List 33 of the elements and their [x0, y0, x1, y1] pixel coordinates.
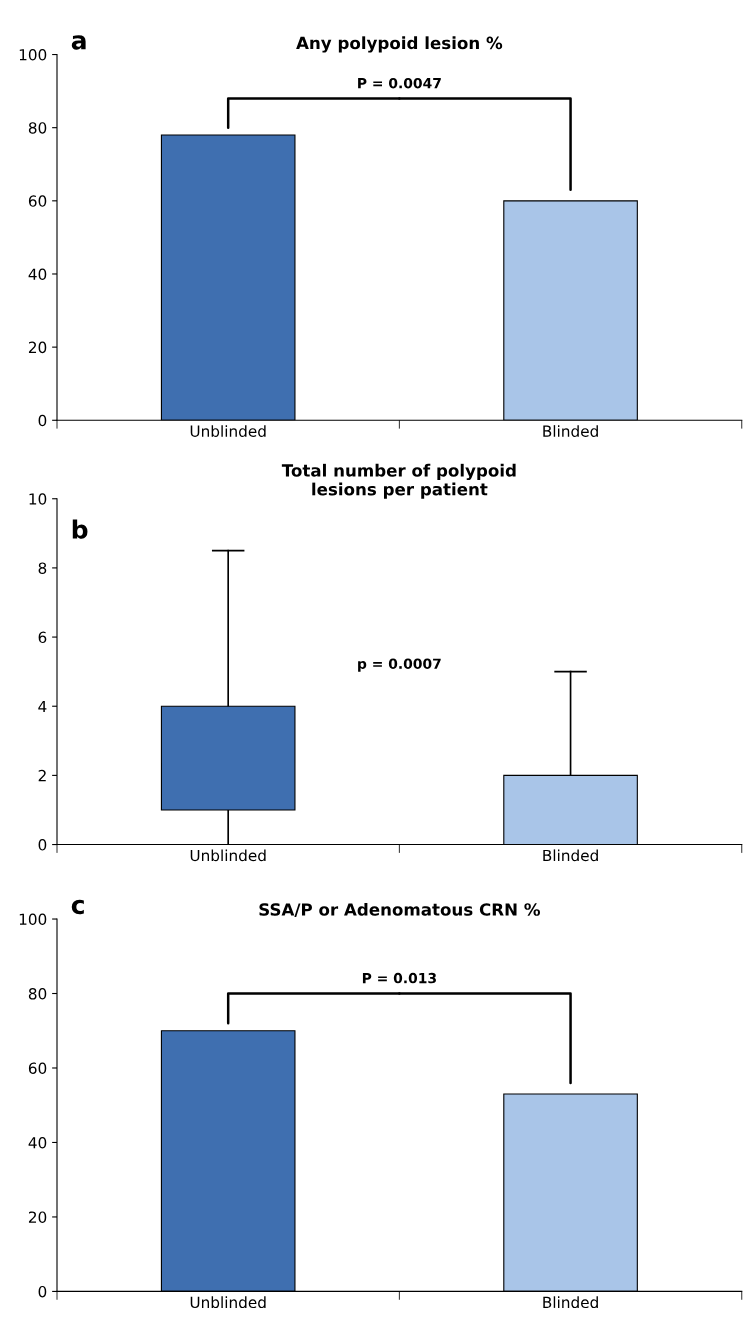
annotation: p = 0.0007	[358, 658, 441, 672]
y-tick-label: 0	[38, 1285, 47, 1298]
chart-title: Any polypoid lesion %	[296, 36, 503, 53]
x-tick-label: Unblinded	[190, 849, 266, 862]
y-tick-label: 2	[38, 769, 46, 782]
y-tick-label: 4	[38, 700, 47, 713]
y-tick-label: 60	[28, 195, 47, 207]
annotation: P = 0.0047	[358, 77, 441, 89]
text: c	[71, 899, 84, 915]
chart-title: SSA/P or Adenomatous CRN %	[259, 902, 540, 918]
y-tick-label: 100	[19, 49, 47, 61]
annotation: P = 0.013	[362, 972, 436, 984]
x-tick-label: Unblinded	[190, 425, 266, 437]
y-tick-label: 20	[28, 341, 47, 354]
y-tick-label: 80	[28, 122, 47, 134]
y-tick-label: 8	[38, 562, 47, 574]
y-tick-label: 80	[28, 987, 47, 1000]
y-tick-label: 100	[19, 913, 47, 926]
annotation: b	[72, 519, 88, 539]
y-tick-label: 6	[38, 631, 47, 644]
y-tick-label: 40	[28, 1136, 47, 1149]
x-tick-label: Unblinded	[190, 1296, 266, 1309]
x-tick-label: Blinded	[543, 425, 598, 437]
y-tick-label: 40	[28, 268, 47, 280]
y-tick-label: 0	[38, 839, 47, 851]
y-tick-label: 20	[28, 1211, 47, 1223]
chart-title: Total number of polypoid lesions per patient	[281, 463, 516, 499]
y-tick-label: 60	[28, 1062, 47, 1075]
x-tick-label: Blinded	[543, 1296, 598, 1309]
text: a	[71, 35, 86, 50]
x-tick-label: Blinded	[543, 849, 598, 862]
y-tick-label: 10	[29, 493, 47, 505]
y-tick-label: 0	[38, 414, 47, 427]
